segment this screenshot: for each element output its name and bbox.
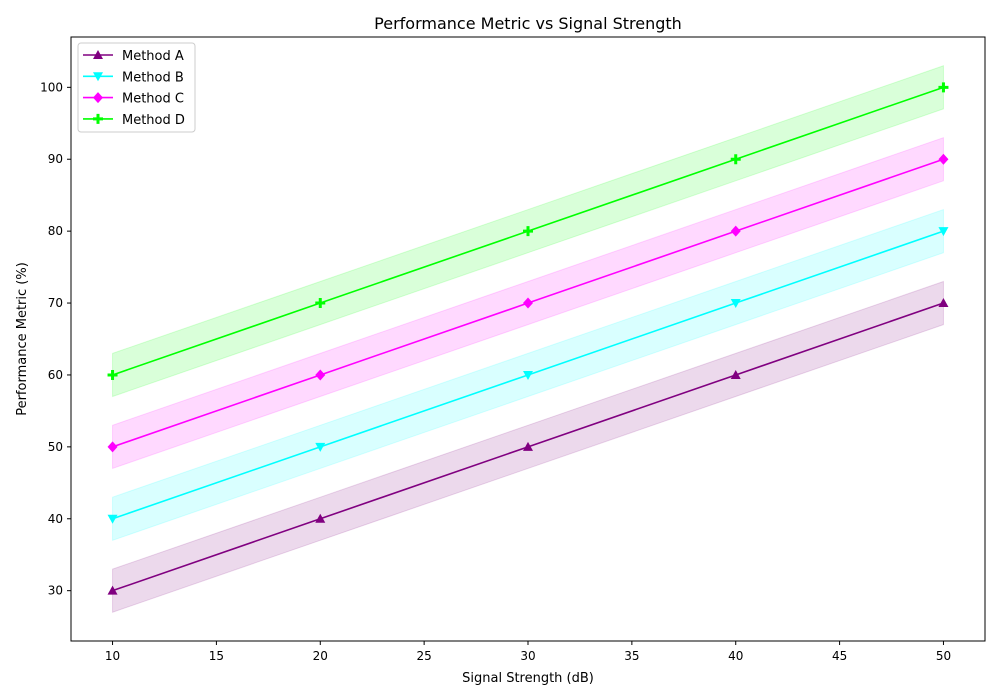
x-axis-ticks: 10 15 20 25 30 35 40 45 50 (105, 641, 951, 663)
point-series-2-1 (315, 369, 326, 381)
legend-marker-2 (93, 92, 103, 104)
x-axis-label: Signal Strength (dB) (462, 671, 594, 686)
legend-label-2: Method C (122, 92, 184, 107)
point-series-3-2 (523, 226, 533, 237)
y-tick-label-3: 60 (48, 368, 63, 382)
y-tick-label-2: 50 (48, 440, 63, 454)
legend-box (77, 42, 196, 133)
legend-label-3: Method D (122, 113, 185, 128)
y-tick-label-1: 40 (48, 512, 63, 526)
x-tick-label-4: 30 (520, 649, 535, 663)
point-series-2-3 (730, 225, 741, 237)
x-tick-label-0: 10 (105, 649, 120, 663)
point-series-3-4 (938, 82, 949, 93)
point-series-1-1 (315, 442, 326, 452)
point-series-0-4 (938, 298, 949, 308)
legend-marker-1 (93, 72, 103, 82)
y-tick-label-0: 30 (48, 584, 63, 598)
point-series-2-0 (107, 441, 118, 453)
legend-marker-3 (93, 113, 103, 124)
y-tick-label-6: 90 (48, 152, 63, 166)
point-series-2-2 (523, 297, 533, 309)
point-series-1-0 (107, 514, 118, 524)
x-tick-label-6: 40 (728, 649, 743, 663)
point-series-1-4 (938, 227, 949, 237)
legend-label-0: Method A (122, 49, 184, 64)
point-series-3-0 (107, 369, 118, 380)
point-series-2-4 (938, 153, 949, 165)
legend: Method A Method B Method C Method D (77, 42, 196, 133)
point-series-1-2 (523, 370, 533, 380)
series-markers (107, 82, 949, 595)
x-tick-label-1: 15 (209, 649, 224, 663)
point-series-3-3 (730, 154, 741, 165)
y-tick-label-7: 100 (40, 80, 63, 94)
y-tick-label-5: 80 (48, 224, 63, 238)
point-series-0-0 (107, 585, 118, 595)
y-axis-ticks: 30 40 50 60 70 80 90 100 (40, 80, 71, 598)
y-tick-label-4: 70 (48, 296, 63, 310)
x-tick-label-7: 45 (832, 649, 847, 663)
point-series-3-1 (315, 298, 326, 309)
legend-marker-0 (93, 50, 103, 59)
point-series-0-3 (730, 369, 741, 379)
x-tick-label-2: 20 (313, 649, 328, 663)
point-series-0-2 (523, 441, 533, 451)
point-series-0-1 (315, 513, 326, 523)
x-tick-label-8: 50 (936, 649, 951, 663)
y-axis-label: Performance Metric (%) (15, 262, 30, 416)
chart-title: Performance Metric vs Signal Strength (374, 14, 682, 33)
point-series-1-3 (730, 299, 741, 309)
legend-label-1: Method B (122, 70, 184, 85)
x-tick-label-3: 25 (416, 649, 431, 663)
x-tick-label-5: 35 (624, 649, 639, 663)
